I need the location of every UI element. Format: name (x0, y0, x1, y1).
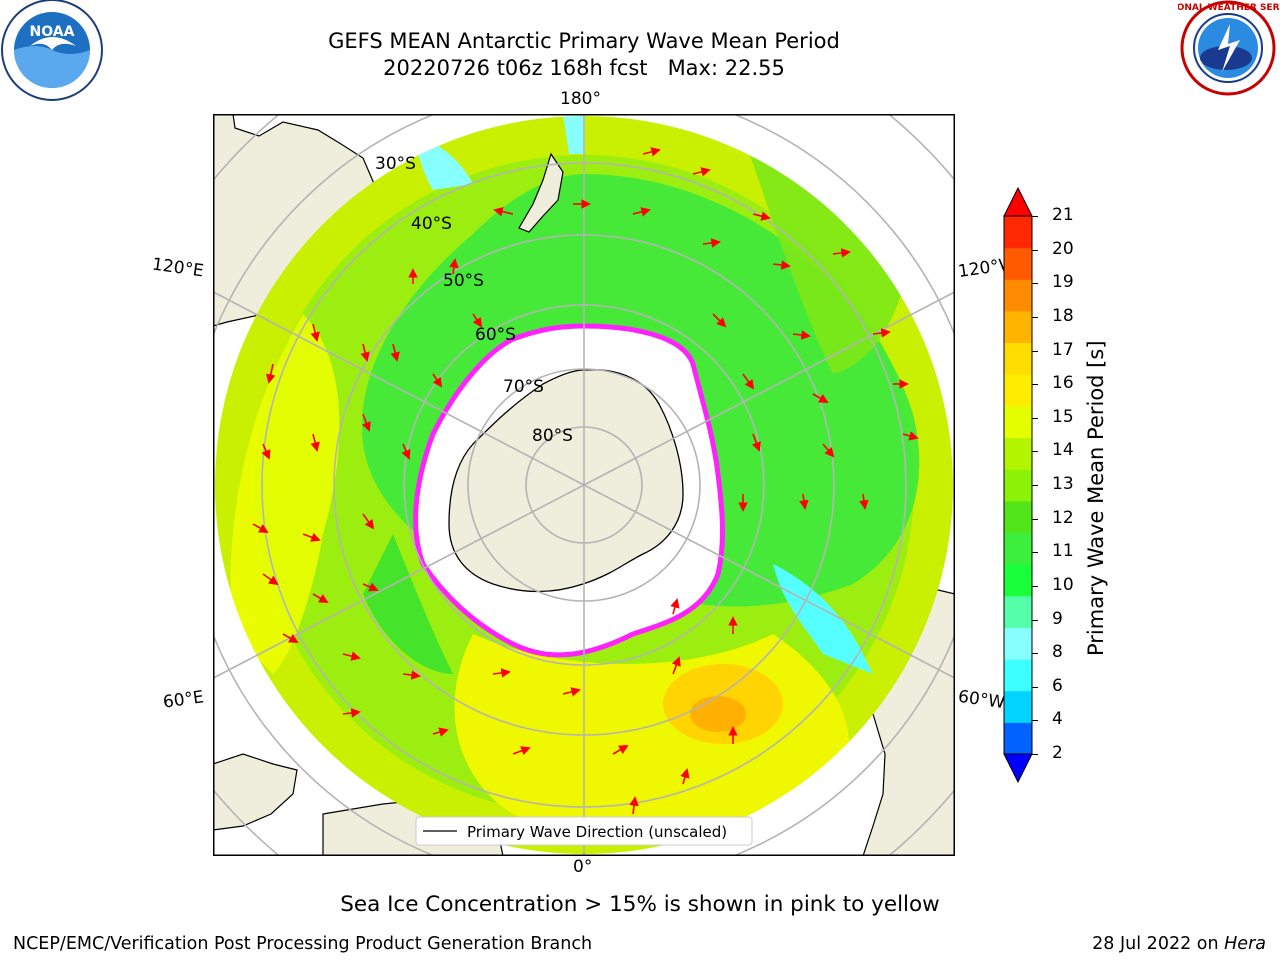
lon-label-60w: 60°W (956, 686, 1007, 714)
lon-label-180: 180° (560, 89, 601, 109)
colorbar-tick-label: 8 (1052, 642, 1063, 663)
colorbar-tick-label: 12 (1052, 507, 1074, 528)
nws-logo: NATIONAL WEATHER SERVICE (1178, 0, 1280, 96)
colorbar-tick-mark (1032, 653, 1038, 655)
colorbar-tick-label: 15 (1052, 406, 1074, 427)
colorbar-segment (1004, 405, 1032, 439)
colorbar-tick-label: 17 (1052, 339, 1074, 360)
colorbar-tick-label: 6 (1052, 675, 1063, 696)
colorbar-tick-label: 4 (1052, 709, 1063, 730)
sea-ice-note-text: Sea Ice Concentration > 15% is shown in … (340, 892, 940, 917)
antarctica-land (448, 369, 684, 593)
map-frame (213, 114, 955, 856)
colorbar-tick-mark (1032, 619, 1038, 621)
colorbar-tick-label: 11 (1052, 541, 1074, 562)
noaa-logo: NOAA (1, 0, 103, 101)
sea-ice-note: Sea Ice Concentration > 15% is shown in … (0, 892, 1280, 917)
colorbar-segment (1004, 216, 1032, 249)
colorbar-tick-label: 14 (1052, 440, 1074, 461)
footer-right: 28 Jul 2022 on Hera (1092, 934, 1266, 954)
footer-date: 28 Jul 2022 on (1092, 934, 1225, 954)
colorbar-segment (1004, 310, 1032, 344)
colorbar-tick-mark (1032, 518, 1038, 520)
colorbar-label: Primary Wave Mean Period [s] (1084, 340, 1108, 656)
colorbar-segment (1004, 279, 1032, 312)
wave-direction-arrows (252, 147, 919, 815)
colorbar-segment (1004, 342, 1032, 375)
nws-logo-text: NATIONAL WEATHER SERVICE (1178, 3, 1280, 13)
colorbar-tick-label: 2 (1052, 743, 1063, 763)
colorbar-segment (1004, 437, 1032, 470)
legend-label: Primary Wave Direction (unscaled) (467, 823, 727, 841)
colorbar-tick-mark (1032, 585, 1038, 587)
colorbar-tick-mark (1032, 485, 1038, 486)
colorbar-tick-mark (1032, 384, 1038, 386)
colorbar-tick-mark (1032, 552, 1038, 554)
colorbar-tick-mark (1032, 350, 1038, 352)
colorbar-tick-label: 20 (1052, 238, 1074, 259)
lat-label-40s: 40°S (411, 214, 452, 234)
colorbar-over-triangle (1003, 186, 1033, 217)
colorbar-segment (1004, 627, 1032, 660)
colorbar-tick-label: 21 (1052, 205, 1074, 225)
colorbar-tick-mark (1032, 216, 1038, 217)
footer-machine: Hera (1224, 934, 1266, 954)
noaa-logo-text: NOAA (30, 24, 75, 40)
colorbar-segment (1004, 469, 1032, 502)
low-period-zone (773, 564, 873, 674)
colorbar-segment (1004, 564, 1032, 597)
colorbar-tick-mark (1032, 249, 1038, 251)
lon-label-0: 0° (573, 857, 593, 877)
colorbar-tick-label: 18 (1052, 305, 1074, 326)
lon-label-60e: 60°E (161, 687, 206, 713)
colorbar (1003, 186, 1033, 784)
colorbar-segment (1004, 532, 1032, 565)
colorbar-tick-label: 10 (1052, 574, 1074, 595)
colorbar-segment (1004, 595, 1032, 628)
colorbar-segment (1004, 374, 1032, 407)
colorbar-tick-mark (1032, 720, 1038, 722)
chart-subtitle: 20220726 t06z 168h fcst Max: 22.55 (383, 56, 785, 80)
colorbar-tick-label: 13 (1052, 474, 1074, 494)
graticule (213, 114, 955, 856)
new-zealand-land (518, 152, 564, 233)
lat-label-30s: 30°S (375, 154, 416, 174)
footer-left: NCEP/EMC/Verification Post Processing Pr… (13, 934, 593, 954)
colorbar-under-triangle (1003, 753, 1033, 784)
colorbar-segment (1004, 722, 1032, 755)
lat-label-80s: 80°S (532, 426, 573, 446)
colorbar-tick-label: 16 (1052, 373, 1074, 394)
lat-label-60s: 60°S (475, 325, 516, 345)
colorbar-tick-mark (1032, 451, 1038, 453)
map-panel: 30°S 40°S 50°S 60°S 70°S 80°S Primary Wa… (213, 114, 955, 856)
lat-label-50s: 50°S (443, 271, 484, 291)
colorbar-label-wrap: Primary Wave Mean Period [s] (1084, 340, 1114, 656)
colorbar-tick-mark (1032, 283, 1038, 285)
colorbar-tick-label: 19 (1052, 272, 1074, 293)
colorbar-segment (1004, 247, 1032, 280)
colorbar-segment (1004, 690, 1032, 723)
colorbar-tick-mark (1032, 417, 1038, 419)
africa-land (213, 753, 298, 831)
map-legend: Primary Wave Direction (unscaled) (415, 816, 753, 846)
colorbar-segment (1004, 659, 1032, 692)
colorbar-tick-mark (1032, 686, 1038, 688)
colorbar-segment (1004, 500, 1032, 533)
lat-label-70s: 70°S (503, 377, 544, 397)
lon-label-120e: 120°E (150, 254, 205, 282)
colorbar-tick-mark (1032, 754, 1038, 755)
colorbar-tick-mark (1032, 316, 1038, 318)
chart-title: GEFS MEAN Antarctic Primary Wave Mean Pe… (328, 29, 840, 53)
colorbar-tick-label: 9 (1052, 608, 1063, 629)
